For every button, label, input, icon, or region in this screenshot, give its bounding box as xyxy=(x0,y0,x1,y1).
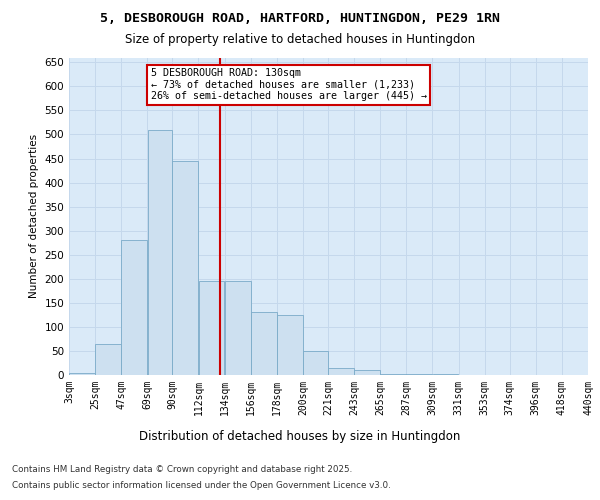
Text: Distribution of detached houses by size in Huntingdon: Distribution of detached houses by size … xyxy=(139,430,461,443)
Text: 5, DESBOROUGH ROAD, HARTFORD, HUNTINGDON, PE29 1RN: 5, DESBOROUGH ROAD, HARTFORD, HUNTINGDON… xyxy=(100,12,500,26)
Bar xyxy=(225,281,251,375)
Bar xyxy=(328,368,354,375)
Bar xyxy=(148,130,172,375)
Bar xyxy=(199,281,224,375)
Text: Size of property relative to detached houses in Huntingdon: Size of property relative to detached ho… xyxy=(125,32,475,46)
Bar xyxy=(69,372,95,375)
Y-axis label: Number of detached properties: Number of detached properties xyxy=(29,134,39,298)
Bar xyxy=(277,315,303,375)
Bar xyxy=(303,351,328,375)
Bar xyxy=(433,374,458,375)
Text: Contains HM Land Registry data © Crown copyright and database right 2025.: Contains HM Land Registry data © Crown c… xyxy=(12,466,352,474)
Bar xyxy=(172,161,199,375)
Text: 5 DESBOROUGH ROAD: 130sqm
← 73% of detached houses are smaller (1,233)
26% of se: 5 DESBOROUGH ROAD: 130sqm ← 73% of detac… xyxy=(151,68,427,102)
Bar xyxy=(380,374,406,375)
Bar xyxy=(121,240,147,375)
Bar xyxy=(354,370,380,375)
Bar xyxy=(251,312,277,375)
Text: Contains public sector information licensed under the Open Government Licence v3: Contains public sector information licen… xyxy=(12,480,391,490)
Bar xyxy=(406,374,432,375)
Bar xyxy=(95,344,121,375)
